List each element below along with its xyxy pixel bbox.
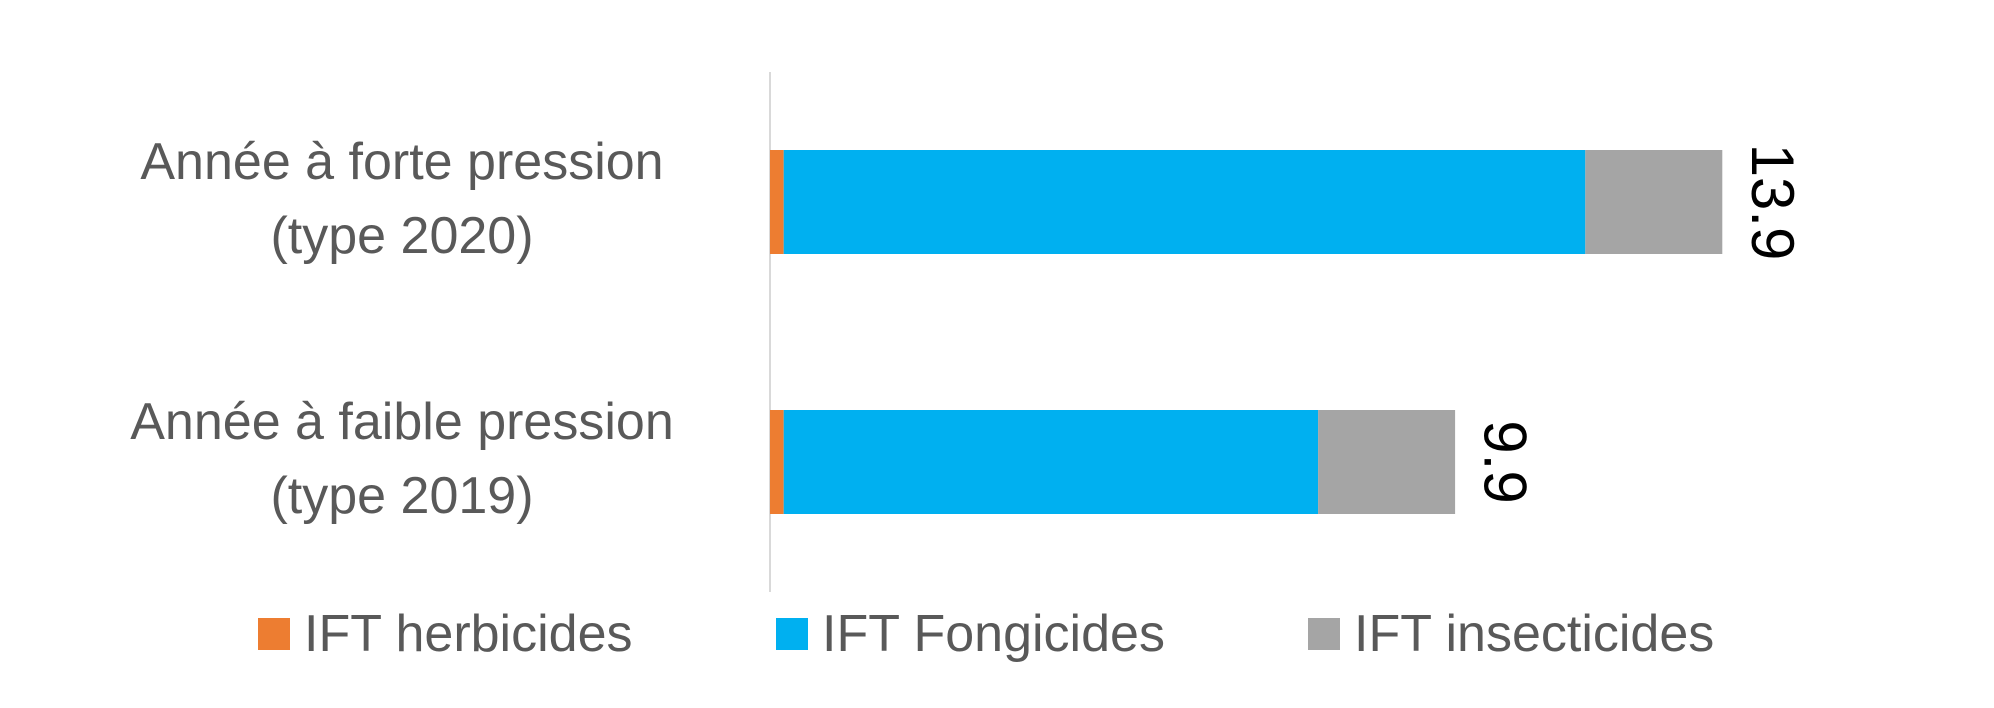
- legend-label: IFT insecticides: [1354, 605, 1714, 663]
- legend-swatch: [1308, 618, 1340, 650]
- bar-segment: [783, 410, 1319, 514]
- category-label-line: (type 2019): [270, 467, 533, 525]
- bar-segment: [770, 410, 784, 514]
- bars: [770, 150, 1723, 514]
- legend-item: IFT Fongicides: [776, 605, 1165, 663]
- total-data-label: 13.9: [1739, 144, 1806, 261]
- category-label: Année à forte pression (type 2020): [140, 133, 663, 265]
- legend-swatch: [776, 618, 808, 650]
- bar-segment: [770, 150, 784, 254]
- category-label-line: (type 2020): [270, 207, 533, 265]
- category-label: Année à faible pression (type 2019): [130, 393, 674, 525]
- bar-segment: [783, 150, 1586, 254]
- legend: IFT herbicides IFT Fongicides IFT insectic…: [258, 605, 1714, 663]
- legend-item: IFT insecticides: [1308, 605, 1714, 663]
- bar-segment: [1318, 410, 1456, 514]
- legend-swatch: [258, 618, 290, 650]
- bar-segment: [1585, 150, 1723, 254]
- legend-item: IFT herbicides: [258, 605, 633, 663]
- category-label-line: Année à forte pression: [140, 133, 663, 191]
- category-labels: Année à forte pression (type 2020)Année à…: [130, 133, 674, 525]
- total-labels: 13.9 9.9: [1472, 144, 1806, 504]
- total-data-label: 9.9: [1472, 420, 1539, 503]
- category-label-line: Année à faible pression: [130, 393, 674, 451]
- legend-label: IFT Fongicides: [822, 605, 1165, 663]
- legend-label: IFT herbicides: [304, 605, 633, 663]
